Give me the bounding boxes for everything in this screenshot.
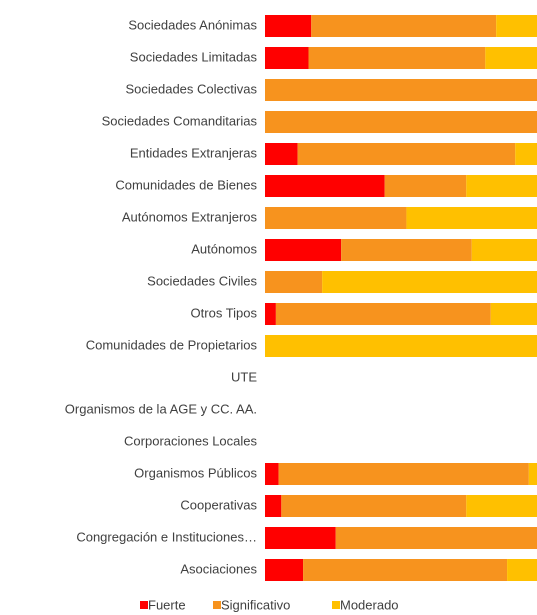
bar-segment (265, 79, 537, 101)
bar-segment (265, 271, 323, 293)
y-tick-label: UTE (231, 369, 257, 384)
bar-segment (265, 495, 282, 517)
y-tick-label: Autónomos Extranjeros (122, 209, 258, 224)
bar-segment (528, 463, 537, 485)
legend-swatch (213, 601, 221, 609)
bar-segment (265, 47, 309, 69)
bar-segment (265, 207, 407, 229)
bar-segment (265, 111, 537, 133)
bar-segment (303, 559, 508, 581)
legend-label: Fuerte (148, 597, 186, 612)
bar-segment (278, 463, 529, 485)
y-tick-label: Cooperativas (180, 497, 257, 512)
legend-swatch (332, 601, 340, 609)
bar-segment (265, 15, 312, 37)
bar-segment (515, 143, 537, 165)
bar-segment (341, 239, 472, 261)
bar-segment (466, 495, 537, 517)
y-tick-label: Congregación e Instituciones… (76, 529, 257, 544)
bar-segment (275, 303, 491, 325)
bar-segment (265, 303, 276, 325)
y-tick-label: Corporaciones Locales (124, 433, 257, 448)
y-tick-label: Organismos de la AGE y CC. AA. (65, 401, 257, 416)
y-tick-label: Asociaciones (180, 561, 257, 576)
y-tick-label: Comunidades de Propietarios (86, 337, 258, 352)
bar-segment (406, 207, 537, 229)
y-tick-label: Sociedades Comanditarias (102, 113, 258, 128)
bar-segment (265, 335, 537, 357)
bar-segment (496, 15, 537, 37)
y-tick-label: Sociedades Anónimas (128, 17, 257, 32)
y-tick-label: Organismos Públicos (134, 465, 257, 480)
y-tick-label: Otros Tipos (191, 305, 258, 320)
y-tick-label: Autónomos (191, 241, 257, 256)
bar-segment (281, 495, 467, 517)
bar-segment (265, 175, 385, 197)
bar-segment (384, 175, 467, 197)
legend-label: Significativo (221, 597, 290, 612)
bar-segment (485, 47, 537, 69)
y-tick-label: Entidades Extranjeras (130, 145, 258, 160)
bar-segment (507, 559, 537, 581)
bar-segment (471, 239, 537, 261)
bar-segment (265, 527, 336, 549)
bar-segment (490, 303, 537, 325)
bar-segment (335, 527, 537, 549)
bar-segment (265, 239, 342, 261)
bar-segment (265, 559, 304, 581)
y-tick-label: Sociedades Limitadas (130, 49, 258, 64)
legend-swatch (140, 601, 148, 609)
legend-label: Moderado (340, 597, 399, 612)
bar-segment (322, 271, 537, 293)
bar-segment (265, 143, 298, 165)
y-tick-label: Comunidades de Bienes (115, 177, 257, 192)
bar-segment (265, 463, 279, 485)
y-tick-label: Sociedades Colectivas (125, 81, 257, 96)
bar-segment (297, 143, 516, 165)
bar-segment (311, 15, 497, 37)
y-tick-label: Sociedades Civiles (147, 273, 257, 288)
bar-segment (466, 175, 537, 197)
bar-segment (308, 47, 486, 69)
